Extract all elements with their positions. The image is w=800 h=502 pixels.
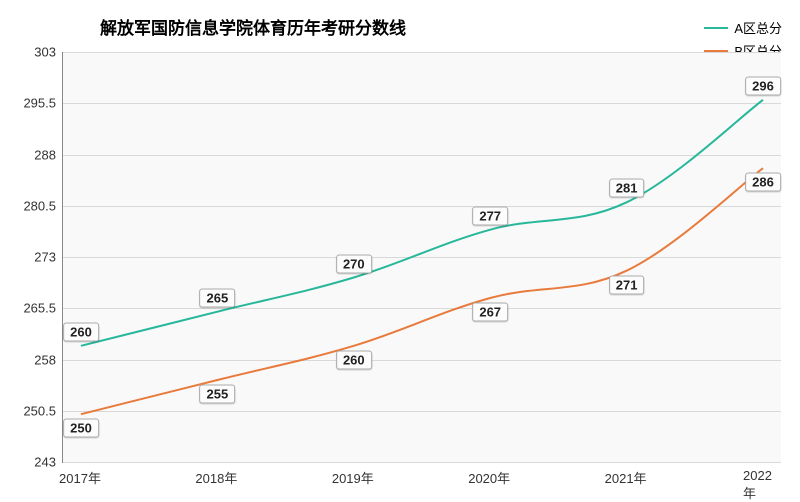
y-tick-label: 295.5 <box>6 96 56 111</box>
data-label: 286 <box>745 173 781 192</box>
x-tick-label: 2019年 <box>332 468 374 487</box>
series-line <box>81 100 763 346</box>
y-tick-label: 250.5 <box>6 403 56 418</box>
data-label: 270 <box>336 254 372 273</box>
data-label: 260 <box>63 322 99 341</box>
legend-label-a: A区总分 <box>734 18 782 37</box>
lines-layer <box>63 52 781 462</box>
y-tick-label: 243 <box>6 455 56 470</box>
data-label: 250 <box>63 419 99 438</box>
legend-item-a: A区总分 <box>704 18 782 37</box>
y-tick-label: 288 <box>6 147 56 162</box>
data-label: 296 <box>745 76 781 95</box>
data-label: 267 <box>472 303 508 322</box>
data-label: 271 <box>609 275 645 294</box>
series-line <box>81 168 763 414</box>
data-label: 260 <box>336 350 372 369</box>
plot-area: 260 265 270 277 281 296 250 255 260 267 271 286 <box>62 52 781 463</box>
data-label: 277 <box>472 206 508 225</box>
data-label: 281 <box>609 179 645 198</box>
y-tick-label: 265.5 <box>6 301 56 316</box>
x-tick-label: 2017年 <box>59 468 101 487</box>
data-label: 265 <box>200 288 236 307</box>
chart-title: 解放军国防信息学院体育历年考研分数线 <box>100 14 406 39</box>
legend-swatch-a <box>704 27 728 29</box>
x-tick-label: 2021年 <box>605 468 647 487</box>
chart-container: 解放军国防信息学院体育历年考研分数线 A区总分 B区总分 26026527027… <box>0 0 800 500</box>
y-tick-label: 280.5 <box>6 198 56 213</box>
x-tick-label: 2020年 <box>468 468 510 487</box>
y-tick-label: 303 <box>6 45 56 60</box>
gridline <box>63 462 781 463</box>
data-label: 255 <box>200 385 236 404</box>
y-tick-label: 258 <box>6 352 56 367</box>
x-tick-label: 2022年 <box>743 468 781 502</box>
x-tick-label: 2018年 <box>195 468 237 487</box>
y-tick-label: 273 <box>6 250 56 265</box>
